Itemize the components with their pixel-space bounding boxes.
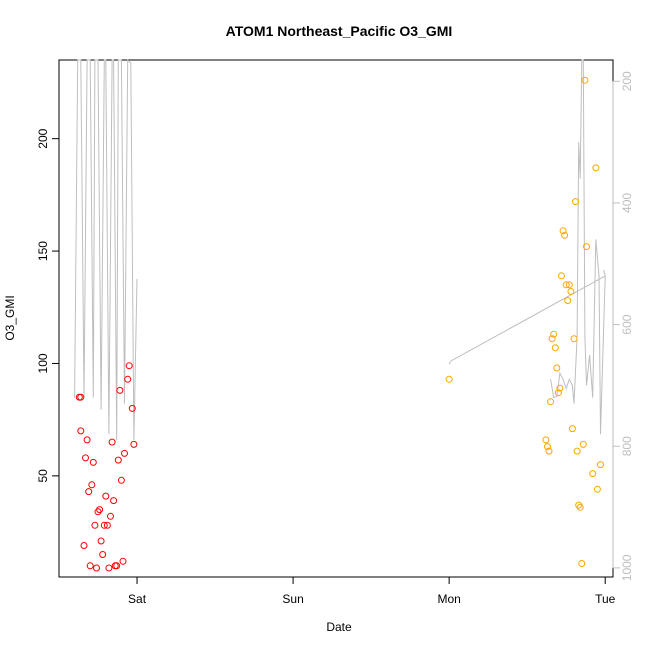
series-1-point [125,362,133,370]
x-axis-label: Date [326,620,352,634]
pressure-line-segment [448,360,452,365]
series-2-point [445,375,453,383]
x-tick-label: Sun [282,592,303,606]
series-1-point [110,497,118,505]
series-2-point [545,447,553,455]
data-points [75,76,604,572]
series-2-point [578,560,586,567]
series-2-point [572,198,579,206]
x-tick-label: Sat [128,592,147,606]
series-2-point [573,447,581,455]
series-1-point [83,436,91,444]
pressure-line-segment [74,58,138,441]
series-1-point [96,506,104,514]
y-axis-right: 200 400 600 800 1000 [612,71,634,581]
series-1-point [119,557,127,565]
series-1-point [80,542,88,549]
series-2-point [556,384,564,392]
series-1-point [93,564,100,572]
series-1-point [117,476,125,484]
series-1-point [94,508,102,516]
series-2-point [589,470,597,478]
series-2-point [568,425,576,433]
series-1-point [116,386,124,394]
x-axis: Sat Sun Mon Tue [128,576,616,606]
series-1-point [91,521,99,529]
series-1-point [77,427,85,435]
y-axis-left: 50 100 150 200 [36,128,60,483]
series-2-point [597,461,604,469]
series-1-point [124,375,132,383]
series-1-point [85,488,93,496]
series-1-point [82,454,89,462]
series-2-point [593,485,601,493]
series-2-point [576,503,584,511]
series-1-point [97,537,105,545]
series-2-point [547,398,555,406]
y-axis-label: O3_GMI [3,295,17,340]
series-2-point [544,443,551,451]
pressure-line [74,58,606,441]
series-1-point [100,521,108,529]
series-2-point [583,243,590,251]
series-2-point [558,272,565,280]
series-1-point [105,564,113,572]
series-2-point [554,389,562,397]
series-2-point [581,76,589,84]
series-2-point [579,440,587,448]
series-1-point [114,456,122,464]
y2-tick-label: 400 [620,193,634,213]
series-2-point [553,364,561,372]
y2-tick-label: 200 [620,71,634,91]
y2-tick-label: 1000 [620,554,634,581]
series-1-point [86,562,94,570]
pressure-line-segment [450,275,606,362]
series-1-point [88,481,96,489]
series-2-point [548,335,556,343]
series-2-point [562,281,570,289]
pressure-line-segment [550,59,606,435]
series-2-point [542,436,550,444]
x-tick-label: Mon [437,592,460,606]
y-tick-label: 200 [36,128,50,148]
series-1-point [130,440,138,448]
series-1-point [107,512,114,520]
series-1-point [128,404,136,412]
series-2-point [561,231,569,239]
y2-tick-label: 800 [620,436,634,456]
series-2-point [592,164,600,172]
y2-tick-label: 600 [620,314,634,334]
y-tick-label: 100 [36,353,50,373]
series-1-point [77,393,85,401]
chart-title: ATOM1 Northeast_Pacific O3_GMI [226,23,453,39]
series-1-point [99,551,107,558]
series-1-point [89,458,97,466]
series-1-point [121,449,128,457]
series-2-point [565,281,573,289]
y-tick-label: 150 [36,241,50,261]
series-2-point [551,344,559,352]
series-1-point [103,521,111,529]
series-2-point [550,330,558,338]
x-tick-label: Tue [595,592,616,606]
y-tick-label: 50 [36,469,50,483]
series-1-point [113,562,121,570]
plot-frame [58,59,614,578]
series-2-point [564,297,572,304]
series-1-point [102,492,110,500]
series-1-point [108,438,116,446]
series-2-point [567,288,575,295]
series-2-point [570,335,578,343]
series-2-point [559,227,567,235]
